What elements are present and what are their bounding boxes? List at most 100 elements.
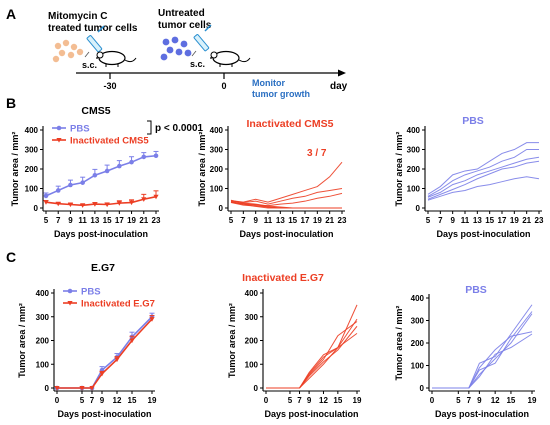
y-tick-label: 400 (25, 126, 39, 135)
y-tick-label: 100 (411, 362, 425, 371)
x-tick-label: 7 (297, 396, 302, 405)
timeline-unit-label: day (330, 81, 348, 92)
data-point (92, 202, 98, 207)
x-axis-label: Days post-inoculation (435, 409, 529, 419)
y-tick-label: 100 (25, 185, 39, 194)
data-point (104, 168, 110, 174)
p-value-label: p < 0.0001 (155, 123, 204, 134)
data-point (149, 317, 155, 322)
legend-label: Inactivated E.G7 (81, 299, 155, 310)
chart-b2: Inactivated CMS5 0 100 200 300 400 5 7 9 11 13 15 17… (197, 118, 347, 239)
x-tick-label: 13 (473, 216, 482, 225)
y-tick-label: 400 (36, 289, 50, 298)
individual-mouse-line (432, 304, 533, 389)
y-tick-label: 300 (36, 313, 50, 322)
data-point (153, 194, 159, 200)
series-line-1 (45, 195, 157, 207)
y-tick-label: 100 (210, 185, 224, 194)
legend-marker (67, 288, 73, 294)
panel-a: A Mitomycin C treated tumor cells Untrea… (6, 6, 348, 99)
x-tick-label: 23 (152, 216, 161, 225)
route-label: s.c. (190, 59, 205, 69)
x-tick-label: 17 (498, 216, 507, 225)
series-line-0 (45, 154, 157, 197)
x-tick-label: 0 (264, 396, 269, 405)
x-axis-label: Days post-inoculation (57, 409, 151, 419)
chart-title: Inactivated E.G7 (242, 272, 324, 284)
y-tick-label: 100 (245, 360, 259, 369)
step2-label-line2: tumor cells (158, 20, 212, 31)
y-axis-label: Tumor area / mm² (394, 132, 404, 207)
x-tick-label: 9 (477, 396, 482, 405)
x-tick-label: 5 (456, 396, 461, 405)
y-tick-label: 300 (245, 313, 259, 322)
series-line-0 (57, 316, 153, 389)
x-tick-label: 19 (510, 216, 519, 225)
data-point (128, 200, 135, 206)
y-tick-label: 200 (210, 165, 224, 174)
y-tick-label: 0 (45, 384, 50, 393)
data-point (129, 159, 134, 165)
y-tick-label: 100 (407, 185, 421, 194)
data-point (43, 193, 49, 199)
y-tick-label: 400 (411, 294, 425, 303)
data-point (54, 386, 60, 391)
y-tick-label: 200 (25, 165, 39, 174)
route-label: s.c. (82, 60, 97, 70)
x-tick-label: 15 (128, 396, 137, 405)
y-tick-label: 200 (407, 165, 421, 174)
timeline-tick-label: -30 (103, 81, 116, 91)
x-tick-label: 7 (56, 216, 61, 225)
x-tick-label: 15 (506, 396, 515, 405)
individual-mouse-line (432, 331, 533, 389)
x-tick-label: 19 (127, 216, 136, 225)
legend-marker (67, 301, 73, 306)
step1-label-line2: treated tumor cells (48, 23, 138, 34)
legend-marker (56, 138, 62, 143)
chart-b3: PBS 0 100 200 300 400 5 7 9 11 13 15 17 19 21 23 Days po… (394, 115, 544, 239)
x-tick-label: 15 (485, 216, 494, 225)
data-point (92, 172, 98, 178)
individual-mouse-line (432, 311, 533, 389)
treated-cells-icon (52, 39, 84, 63)
x-tick-label: 5 (44, 216, 49, 225)
data-point (116, 201, 122, 206)
x-tick-label: 19 (353, 396, 362, 405)
y-tick-label: 200 (36, 337, 50, 346)
y-tick-label: 300 (210, 146, 224, 155)
x-tick-label: 12 (113, 396, 122, 405)
x-tick-label: 11 (461, 216, 470, 225)
x-tick-label: 9 (68, 216, 73, 225)
x-tick-label: 5 (288, 396, 293, 405)
x-tick-label: 13 (90, 216, 99, 225)
panel-c-letter: C (6, 249, 16, 265)
legend-label: Inactivated CMS5 (70, 136, 149, 147)
y-tick-label: 100 (36, 360, 50, 369)
data-point (104, 202, 110, 208)
y-tick-label: 400 (210, 126, 224, 135)
x-tick-label: 17 (115, 216, 124, 225)
chart-title: PBS (465, 284, 487, 296)
x-tick-label: 12 (319, 396, 328, 405)
data-point (80, 180, 85, 185)
x-tick-label: 9 (450, 216, 455, 225)
x-tick-label: 15 (333, 396, 342, 405)
untreated-cells-icon (160, 36, 192, 61)
y-tick-label: 0 (34, 204, 39, 213)
syringe-icon (84, 25, 105, 58)
individual-mouse-line (230, 161, 343, 203)
individual-mouse-line (427, 156, 540, 198)
y-tick-label: 200 (245, 337, 259, 346)
x-tick-label: 21 (325, 216, 334, 225)
monitor-label-line1: Monitor (252, 78, 285, 88)
chart-title: Inactivated CMS5 (247, 118, 334, 130)
step1-label-line1: Mitomycin C (48, 11, 107, 22)
x-tick-label: 15 (103, 216, 112, 225)
chart-title: PBS (462, 115, 484, 127)
y-tick-label: 300 (25, 146, 39, 155)
series-line-1 (57, 318, 153, 389)
x-axis-label: Days post-inoculation (239, 229, 333, 239)
data-point (153, 153, 159, 159)
legend-label: PBS (81, 287, 101, 298)
